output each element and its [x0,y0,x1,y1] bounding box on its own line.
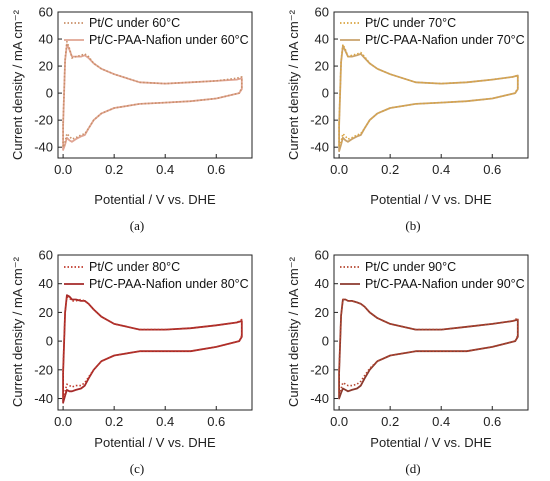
x-tick-label: 0.0 [330,414,348,429]
x-tick-label: 0.0 [330,162,348,177]
x-tick-labels: 0.0 0.2 0.4 0.6 [54,162,225,177]
x-tick-label: 0.6 [483,162,501,177]
y-tick-label: -20 [310,362,329,377]
chart-panel-a: -40 -20 0 20 40 60 0.0 0.2 0.4 0.6 Pt/C under 60… [10,5,253,233]
y-tick-label: -40 [34,140,53,155]
series-lines [338,298,519,400]
chart-panel-d: -40 -20 0 20 40 60 0.0 0.2 0.4 0.6 Pt/C under 90… [286,248,529,476]
y-tick-labels: -40 -20 0 20 40 60 [310,5,329,155]
series-line-pt-c-paa-nafion [338,298,519,400]
x-tick-label: 0.6 [207,414,225,429]
x-tick-label: 0.2 [381,414,399,429]
tick-marks [58,254,217,410]
y-tick-labels: -40 -20 0 20 40 60 [310,248,329,407]
x-tick-label: 0.4 [432,162,450,177]
x-tick-label: 0.6 [483,414,501,429]
legend-label: Pt/C-PAA-Nafion under 80°C [89,277,249,291]
x-tick-label: 0.4 [432,414,450,429]
legend-label: Pt/C-PAA-Nafion under 90°C [365,277,525,291]
x-tick-label: 0.4 [156,414,174,429]
x-tick-label: 0.2 [381,162,399,177]
x-tick-labels: 0.0 0.2 0.4 0.6 [330,414,501,429]
y-axis-title: Current density / mA cm⁻² [286,9,301,160]
y-axis-title: Current density / mA cm⁻² [10,256,25,407]
chart-panel-b: -40 -20 0 20 40 60 0.0 0.2 0.4 0.6 Pt/C under 70… [286,5,529,233]
y-tick-label: -40 [310,140,329,155]
x-tick-label: 0.2 [105,414,123,429]
y-axis-title: Current density / mA cm⁻² [286,256,301,407]
x-axis-title: Potential / V vs. DHE [94,435,216,450]
legend: Pt/C under 90°C Pt/C-PAA-Nafion under 90… [340,260,525,291]
y-tick-label: 60 [315,5,329,20]
x-tick-label: 0.6 [207,162,225,177]
y-tick-label: 20 [315,59,329,74]
legend: Pt/C under 70°C Pt/C-PAA-Nafion under 70… [340,16,525,47]
y-tick-label: 0 [46,86,53,101]
plot-frame [57,254,253,411]
y-tick-label: 40 [315,276,329,291]
panel-label: (b) [405,218,420,233]
y-tick-label: -20 [310,113,329,128]
series-line-pt-c-paa-nafion [62,43,243,151]
x-axis-title: Potential / V vs. DHE [94,192,216,207]
y-tick-label: -20 [34,113,53,128]
x-tick-labels: 0.0 0.2 0.4 0.6 [54,414,225,429]
y-tick-label: 60 [39,5,53,20]
y-tick-label: 60 [39,248,53,263]
x-tick-label: 0.0 [54,414,72,429]
y-tick-label: -20 [34,362,53,377]
tick-marks [334,254,493,410]
legend-label: Pt/C under 80°C [89,260,180,274]
x-tick-label: 0.0 [54,162,72,177]
y-tick-label: 20 [39,305,53,320]
y-tick-label: 40 [315,32,329,47]
legend: Pt/C under 80°C Pt/C-PAA-Nafion under 80… [64,260,249,291]
x-tick-label: 0.2 [105,162,123,177]
y-tick-label: 20 [39,59,53,74]
series-line-pt-c-paa-nafion [62,294,243,404]
series-line-pt-c [62,295,243,400]
x-axis-title: Potential / V vs. DHE [370,192,492,207]
y-axis-title: Current density / mA cm⁻² [10,9,25,160]
x-tick-labels: 0.0 0.2 0.4 0.6 [330,162,501,177]
panel-label: (a) [130,218,144,233]
tick-marks [334,11,493,158]
series-line-pt-c [62,40,243,148]
y-tick-label: 40 [39,276,53,291]
y-tick-label: 20 [315,305,329,320]
panel-label: (c) [130,461,144,476]
y-tick-label: -40 [310,391,329,406]
y-tick-label: 40 [39,32,53,47]
series-lines [62,40,243,151]
y-tick-labels: -40 -20 0 20 40 60 [34,5,53,155]
panel-label: (d) [405,461,420,476]
series-line-pt-c [338,43,519,148]
plot-frame [333,254,529,411]
legend-label: Pt/C under 90°C [365,260,456,274]
legend-label: Pt/C under 70°C [365,16,456,30]
series-lines [338,43,519,153]
y-tick-label: 0 [46,334,53,349]
legend-label: Pt/C under 60°C [89,16,180,30]
legend-label: Pt/C-PAA-Nafion under 60°C [89,33,249,47]
x-tick-label: 0.4 [156,162,174,177]
x-axis-title: Potential / V vs. DHE [370,435,492,450]
series-line-pt-c [338,298,519,396]
series-lines [62,294,243,404]
plot-frame [333,11,529,159]
y-tick-labels: -40 -20 0 20 40 60 [34,248,53,407]
y-tick-label: -40 [34,391,53,406]
y-tick-label: 60 [315,248,329,263]
legend-label: Pt/C-PAA-Nafion under 70°C [365,33,525,47]
tick-marks [58,11,217,158]
series-line-pt-c-paa-nafion [338,44,519,153]
y-tick-label: 0 [322,334,329,349]
chart-panel-c: -40 -20 0 20 40 60 0.0 0.2 0.4 0.6 Pt/C under 80… [10,248,253,476]
legend: Pt/C under 60°C Pt/C-PAA-Nafion under 60… [64,16,249,47]
plot-frame [57,11,253,159]
y-tick-label: 0 [322,86,329,101]
